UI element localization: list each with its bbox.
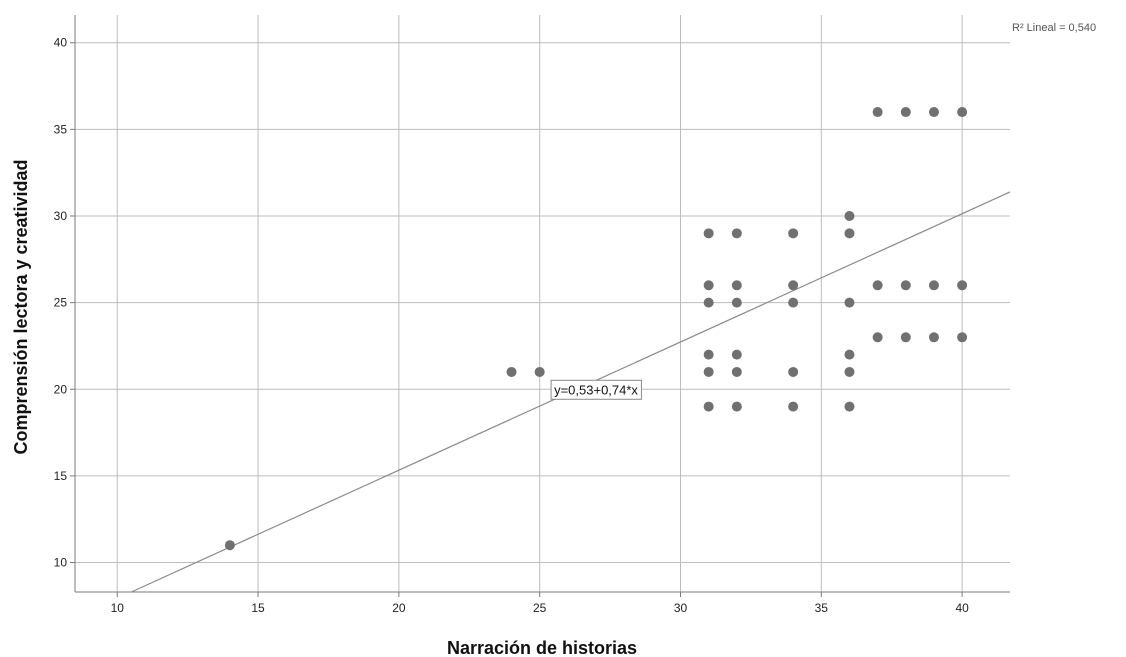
data-point (788, 366, 799, 377)
data-points (224, 107, 968, 551)
x-tick-label: 15 (251, 601, 265, 615)
data-point (703, 228, 714, 239)
data-point (224, 540, 235, 551)
y-tick-label: 10 (54, 556, 68, 570)
data-point (928, 107, 939, 118)
data-point (844, 297, 855, 308)
data-point (844, 349, 855, 360)
y-tick-label: 35 (54, 122, 68, 136)
data-point (844, 228, 855, 239)
x-tick-label: 25 (533, 601, 547, 615)
y-tick-labels: 10 15 20 25 30 35 40 (54, 36, 68, 570)
data-point (703, 297, 714, 308)
equation-box-border (550, 379, 642, 400)
grid-lines (75, 15, 1010, 592)
x-tick-label: 30 (674, 601, 688, 615)
y-tick-label: 20 (54, 382, 68, 396)
data-point (928, 280, 939, 291)
data-point (788, 228, 799, 239)
data-point (731, 366, 742, 377)
r-squared-label: R² Lineal = 0,540 (1012, 22, 1096, 34)
data-point (788, 297, 799, 308)
data-point (957, 107, 968, 118)
y-axis-title: Comprensión lectora y creatividad (11, 159, 31, 454)
data-point (506, 366, 517, 377)
x-axis-title: Narración de historias (447, 638, 637, 657)
data-point (844, 366, 855, 377)
data-point (703, 280, 714, 291)
data-point (957, 280, 968, 291)
data-point (731, 228, 742, 239)
equation-label: y=0,53+0,74*x (554, 382, 638, 397)
data-point (928, 332, 939, 343)
y-tick-label: 40 (54, 36, 68, 50)
x-tick-label: 40 (955, 601, 969, 615)
data-point (900, 107, 911, 118)
data-point (788, 401, 799, 412)
data-point (900, 280, 911, 291)
data-point (731, 401, 742, 412)
data-point (731, 349, 742, 360)
x-tick-label: 10 (111, 601, 125, 615)
data-point (703, 401, 714, 412)
data-point (844, 401, 855, 412)
data-point (731, 297, 742, 308)
data-point (900, 332, 911, 343)
data-point (703, 349, 714, 360)
data-point (731, 280, 742, 291)
data-point (872, 107, 883, 118)
x-tick-label: 20 (392, 601, 406, 615)
y-tick-label: 15 (54, 469, 68, 483)
equation-box: y=0,53+0,74*x (550, 379, 642, 400)
data-point (844, 210, 855, 221)
data-point (872, 332, 883, 343)
x-tick-labels: 10 15 20 25 30 35 40 (111, 601, 970, 615)
y-tick-label: 25 (54, 296, 68, 310)
data-point (534, 366, 545, 377)
y-tick-label: 30 (54, 209, 68, 223)
data-point (872, 280, 883, 291)
x-tick-label: 35 (815, 601, 829, 615)
data-point (788, 280, 799, 291)
data-point (957, 332, 968, 343)
axes (70, 15, 1010, 597)
data-point (703, 366, 714, 377)
